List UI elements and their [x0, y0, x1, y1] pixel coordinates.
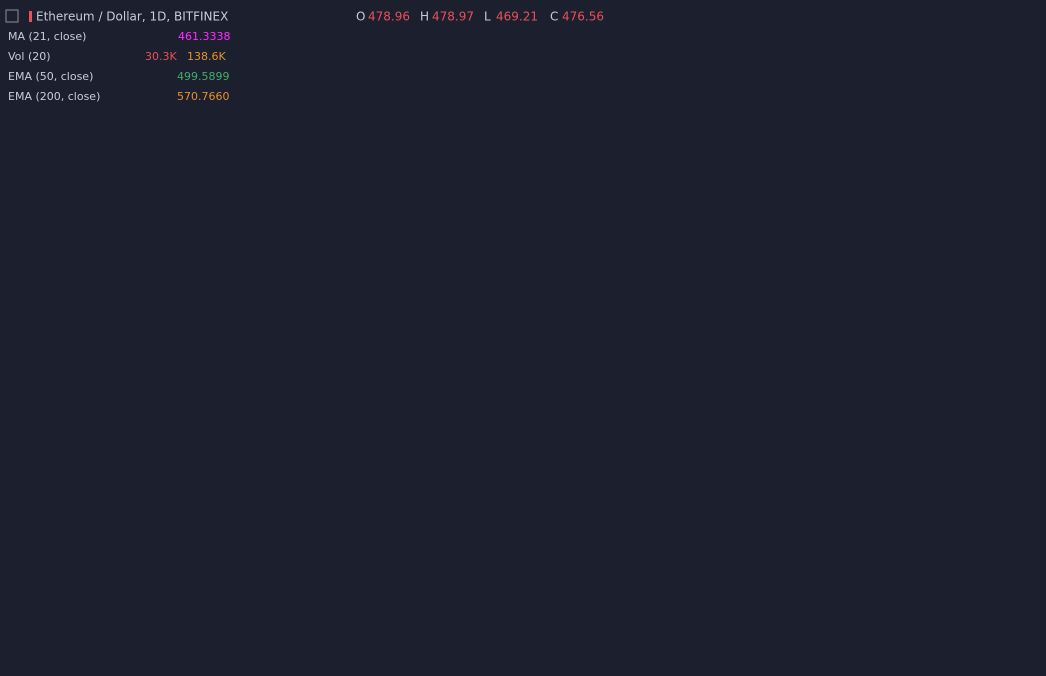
- flag-icon: [29, 11, 32, 22]
- indicator-value: 138.6K: [187, 50, 226, 63]
- legend: Ethereum / Dollar, 1D, BITFINEX O 478.96…: [5, 9, 604, 103]
- indicator-value: 499.5899: [177, 70, 230, 83]
- ohlc-value: 478.97: [432, 10, 474, 24]
- indicator-name[interactable]: EMA (50, close): [8, 70, 93, 83]
- indicator-name[interactable]: MA (21, close): [8, 30, 86, 43]
- ohlc-letter: L: [484, 10, 491, 24]
- indicator-value: 30.3K: [145, 50, 177, 63]
- ohlc-letter: O: [356, 10, 365, 24]
- ohlc-value: 478.96: [368, 10, 410, 24]
- ohlc-letter: C: [550, 10, 558, 24]
- indicator-name[interactable]: EMA (200, close): [8, 90, 100, 103]
- indicator-name[interactable]: Vol (20): [8, 50, 51, 63]
- collapse-icon[interactable]: [5, 9, 19, 23]
- ohlc-letter: H: [420, 10, 429, 24]
- symbol-title[interactable]: Ethereum / Dollar, 1D, BITFINEX: [36, 10, 228, 24]
- ohlc-value: 469.21: [496, 10, 538, 24]
- ohlc-value: 476.56: [562, 10, 604, 24]
- indicator-value: 570.7660: [177, 90, 230, 103]
- indicator-value: 461.3338: [178, 30, 231, 43]
